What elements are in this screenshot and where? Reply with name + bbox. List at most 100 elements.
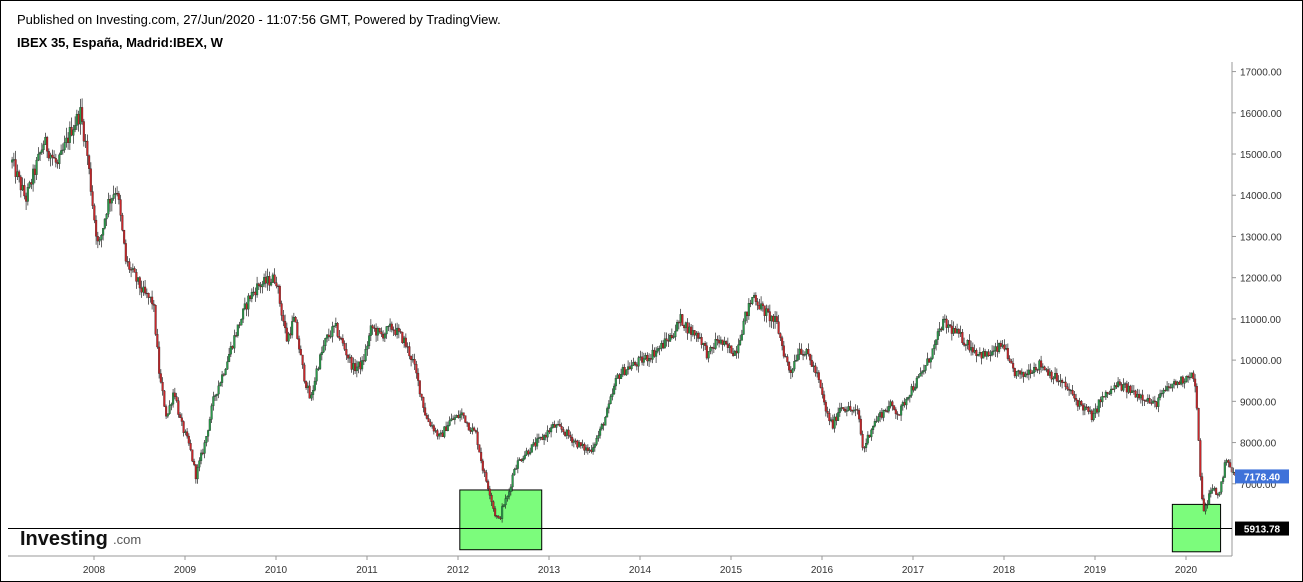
- candle-body: [1047, 369, 1050, 376]
- candle-body: [891, 401, 894, 406]
- candle-body: [613, 385, 616, 395]
- candle-body: [291, 321, 294, 336]
- candle-body: [1031, 372, 1034, 374]
- candle-body: [228, 354, 231, 362]
- candle-body: [558, 424, 561, 427]
- candle-body: [639, 356, 642, 358]
- candle-body: [791, 368, 794, 373]
- candle-body: [207, 430, 210, 437]
- y-tick-label: 12000.00: [1240, 274, 1282, 285]
- candle-body: [518, 459, 521, 461]
- candle-body: [488, 488, 491, 496]
- candle-body: [1059, 380, 1062, 383]
- candle-body: [1073, 393, 1076, 399]
- candle-body: [1176, 381, 1179, 386]
- candle-body: [872, 425, 875, 431]
- investing-logo: Investing .com: [20, 528, 141, 550]
- candle-body: [1124, 383, 1127, 385]
- candle-body: [875, 420, 878, 422]
- candle-body: [606, 408, 609, 418]
- x-tick-label: 2014: [629, 565, 652, 576]
- candle-body: [39, 152, 42, 155]
- candle-body: [114, 193, 117, 195]
- candle-body: [515, 468, 518, 470]
- candle-body: [529, 452, 532, 455]
- candle-body: [481, 460, 484, 471]
- candle-body: [380, 331, 383, 335]
- candle-body: [683, 325, 686, 329]
- candle-body: [823, 394, 826, 403]
- candle-body: [107, 199, 110, 215]
- candle-body: [1202, 498, 1205, 512]
- candle-body: [14, 159, 17, 177]
- candle-body: [985, 351, 988, 357]
- candle-body: [452, 418, 455, 420]
- candle-body: [1180, 376, 1183, 385]
- candle-body: [1118, 381, 1121, 385]
- candle-body: [1117, 381, 1120, 388]
- candle-body: [1166, 386, 1169, 391]
- candle-body: [1138, 393, 1141, 399]
- candle-body: [571, 437, 574, 443]
- candle-body: [1111, 388, 1114, 390]
- candle-body: [970, 347, 973, 351]
- candle-body: [854, 409, 857, 411]
- candle-body: [686, 322, 689, 334]
- candle-body: [210, 405, 213, 420]
- candle-body: [718, 340, 721, 344]
- candle-body: [313, 380, 316, 391]
- candle-body: [756, 301, 759, 306]
- candle-body: [978, 351, 981, 355]
- candle-body: [777, 321, 780, 334]
- candle-body: [574, 440, 577, 442]
- candle-body: [709, 347, 712, 352]
- candle-body: [1223, 462, 1226, 478]
- candle-body: [1183, 381, 1186, 384]
- candle-body: [299, 348, 302, 356]
- symbol-title: IBEX 35, España, Madrid:IBEX, W: [17, 35, 223, 50]
- candle-body: [200, 452, 203, 461]
- candle-body: [284, 321, 287, 329]
- candle-body: [208, 419, 211, 431]
- candle-body: [201, 452, 204, 454]
- candle-body: [922, 370, 925, 372]
- candle-body: [354, 363, 357, 372]
- candle-body: [1136, 393, 1139, 398]
- candle-body: [936, 331, 939, 340]
- candle-body: [998, 342, 1001, 352]
- candle-body: [77, 113, 80, 125]
- candle-body: [873, 421, 876, 427]
- candle-body: [1087, 407, 1090, 412]
- candle-body: [634, 362, 637, 365]
- candle-body: [476, 431, 479, 445]
- candle-body: [254, 291, 257, 296]
- candle-body: [625, 369, 628, 376]
- candle-body: [982, 351, 985, 359]
- candle-body: [53, 157, 56, 159]
- candle-body: [333, 325, 336, 327]
- candle-body: [676, 322, 679, 332]
- y-tick-label: 8000.00: [1240, 439, 1277, 450]
- candle-body: [1015, 371, 1018, 377]
- candle-body: [1190, 372, 1193, 378]
- candle-body: [921, 371, 924, 374]
- candle-body: [403, 337, 406, 344]
- candle-body: [1194, 378, 1197, 387]
- candle-body: [641, 356, 644, 363]
- candle-body: [856, 409, 859, 411]
- candle-body: [506, 496, 509, 499]
- candle-body: [527, 450, 530, 455]
- candle-body: [674, 330, 677, 338]
- candle-body: [802, 354, 805, 356]
- candle-body: [247, 295, 250, 310]
- candle-body: [303, 364, 306, 382]
- candle-body: [553, 424, 556, 428]
- candle-body: [494, 508, 497, 516]
- candle-body: [340, 338, 343, 340]
- candle-body: [1012, 363, 1015, 369]
- y-tick-label: 15000.00: [1240, 150, 1282, 161]
- candle-body: [751, 296, 754, 304]
- candle-body: [124, 243, 127, 262]
- candle-body: [772, 315, 775, 322]
